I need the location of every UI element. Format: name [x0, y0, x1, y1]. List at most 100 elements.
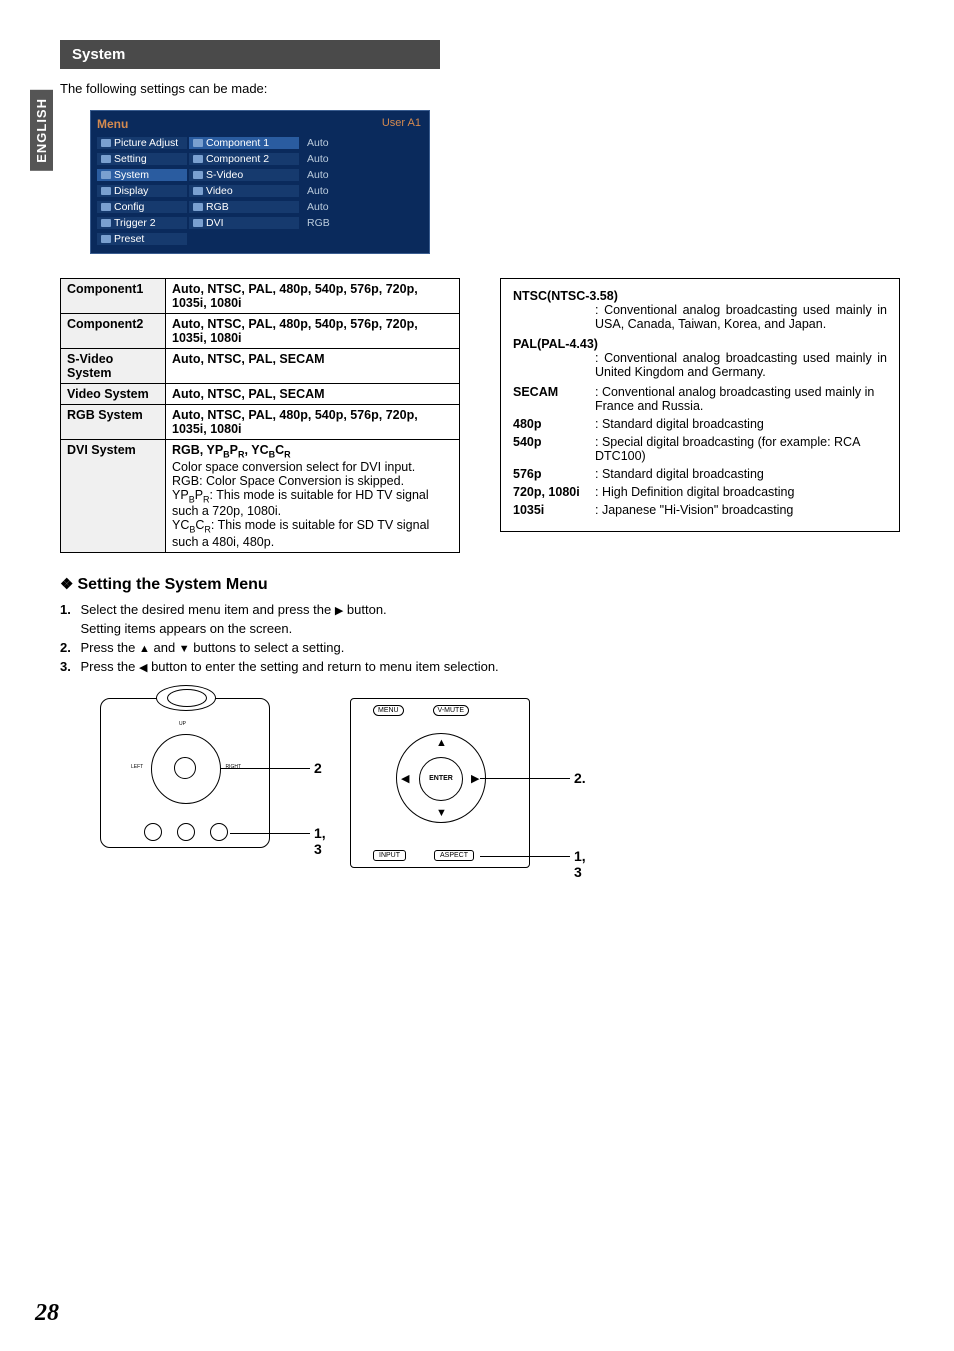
spec-label: RGB System [61, 405, 166, 440]
enter-button: ENTER [419, 757, 463, 801]
callout-1-3b: 1, 3 [574, 848, 586, 880]
glossary-block: PAL(PAL-4.43)Conventional analog broadca… [513, 337, 887, 379]
callout-2b: 2. [574, 770, 586, 786]
spec-label: Component2 [61, 314, 166, 349]
menu-left-item: Config [97, 201, 187, 213]
glossary-box: NTSC(NTSC-3.58)Conventional analog broad… [500, 278, 900, 532]
menu-user-label: User A1 [382, 117, 421, 129]
table-row: S-Video SystemAuto, NTSC, PAL, SECAM [61, 349, 460, 384]
spec-desc-line: YCBCR: This mode is suitable for SD TV s… [172, 518, 453, 549]
glossary-row: SECAMConventional analog broadcasting us… [513, 385, 887, 413]
menu-icon [193, 187, 203, 195]
menu-right-value: Auto [299, 185, 359, 197]
glossary-row: 1035iJapanese "Hi-Vision" broadcasting [513, 503, 887, 517]
step-item: 2. Press the ▲ and ▼ buttons to select a… [60, 640, 904, 655]
menu-mid-label: S-Video [206, 169, 243, 181]
glossary-desc: Special digital broadcasting (for exampl… [595, 435, 887, 463]
menu-mid-item: S-Video [189, 169, 299, 181]
menu-row: System S-Video Auto [97, 167, 423, 183]
menu-icon [193, 155, 203, 163]
left-arrow-icon: ◀ [401, 772, 409, 785]
menu-right-value: Auto [299, 153, 359, 165]
menu-row: Display VideoAuto [97, 183, 423, 199]
language-tab: ENGLISH [30, 90, 53, 171]
down-arrow-icon: ▼ [436, 807, 447, 819]
glossary-label: SECAM [513, 385, 595, 413]
menu-right-value: Auto [299, 201, 359, 213]
glossary-row: 576pStandard digital broadcasting [513, 467, 887, 481]
glossary-label: 480p [513, 417, 595, 431]
spec-value: RGB, YPBPR, YCBCRColor space conversion … [166, 440, 460, 553]
glossary-row: 480pStandard digital broadcasting [513, 417, 887, 431]
menu-left-label: Setting [114, 153, 147, 165]
menu-icon [193, 139, 203, 147]
step-item: 1. Select the desired menu item and pres… [60, 602, 904, 617]
menu-mid-item: Video [189, 185, 299, 197]
steps-list: 1. Select the desired menu item and pres… [60, 602, 904, 674]
menu-row: Preset [97, 231, 423, 247]
menu-row: Setting Component 2 Auto [97, 151, 423, 167]
subheading-text: Setting the System Menu [77, 576, 267, 593]
menu-icon [101, 187, 111, 195]
label-up: UP [179, 721, 186, 727]
menu-icon [101, 139, 111, 147]
remote-diagram: MENU V-MUTE ENTER ▲ ▼ ◀ ▶ INPUT ASPECT 2… [350, 698, 530, 868]
menu-icon [101, 219, 111, 227]
menu-left-label: Picture Adjust [114, 137, 178, 149]
projector-diagram: UP LEFT RIGHT 2 1, 3 [100, 698, 270, 868]
menu-icon [193, 219, 203, 227]
subheading: ❖Setting the System Menu [60, 575, 904, 594]
spec-desc-line: Color space conversion select for DVI in… [172, 460, 453, 474]
spec-label: DVI System [61, 440, 166, 553]
spec-desc-line: RGB: Color Space Conversion is skipped. [172, 474, 453, 488]
menu-row: Trigger 2DVIRGB [97, 215, 423, 231]
page-number: 28 [35, 1300, 59, 1327]
glossary-desc: Conventional analog broadcasting used ma… [595, 385, 887, 413]
menu-mid-label: DVI [206, 217, 224, 229]
table-row: RGB SystemAuto, NTSC, PAL, 480p, 540p, 5… [61, 405, 460, 440]
label-left: LEFT [131, 764, 143, 770]
menu-left-item: Preset [97, 233, 187, 245]
menu-left-label: Trigger 2 [114, 217, 156, 229]
menu-mid-item: Component 1 [189, 137, 299, 149]
glossary-row: 540pSpecial digital broadcasting (for ex… [513, 435, 887, 463]
menu-icon [193, 171, 203, 179]
menu-left-item: Display [97, 185, 187, 197]
spec-value: Auto, NTSC, PAL, SECAM [166, 349, 460, 384]
menu-left-item: Setting [97, 153, 187, 165]
spec-label: S-Video System [61, 349, 166, 384]
spec-value: Auto, NTSC, PAL, 480p, 540p, 576p, 720p,… [166, 405, 460, 440]
step-extra: 1. Setting items appears on the screen. [60, 621, 904, 636]
menu-mid-item: RGB [189, 201, 299, 213]
table-row: DVI SystemRGB, YPBPR, YCBCRColor space c… [61, 440, 460, 553]
menu-mid-label: Component 1 [206, 137, 269, 149]
glossary-label: 576p [513, 467, 595, 481]
menu-left-item: Trigger 2 [97, 217, 187, 229]
menu-left-label: System [114, 169, 149, 181]
menu-mid-label: Component 2 [206, 153, 269, 165]
menu-row: ConfigRGBAuto [97, 199, 423, 215]
menu-left-label: Preset [114, 233, 144, 245]
spec-value: Auto, NTSC, PAL, 480p, 540p, 576p, 720p,… [166, 279, 460, 314]
glossary-label: PAL(PAL-4.43) [513, 337, 887, 351]
menu-icon [101, 171, 111, 179]
right-arrow-icon: ▶ [471, 772, 479, 785]
menu-icon [193, 203, 203, 211]
glossary-label: 720p, 1080i [513, 485, 595, 499]
spec-table: Component1Auto, NTSC, PAL, 480p, 540p, 5… [60, 278, 460, 553]
glossary-row: 720p, 1080iHigh Definition digital broad… [513, 485, 887, 499]
input-button: INPUT [373, 850, 406, 861]
spec-value: Auto, NTSC, PAL, 480p, 540p, 576p, 720p,… [166, 314, 460, 349]
menu-left-label: Display [114, 185, 148, 197]
section-header: System [60, 40, 440, 69]
callout-2: 2 [314, 760, 322, 776]
menu-title: Menu [97, 117, 423, 131]
glossary-desc: Conventional analog broadcasting used ma… [595, 303, 887, 331]
menu-row: Picture AdjustComponent 1Auto [97, 135, 423, 151]
menu-left-item: System [97, 169, 187, 181]
menu-icon [101, 155, 111, 163]
glossary-desc: Standard digital broadcasting [595, 417, 887, 431]
menu-screenshot: Menu User A1 Picture Adjust Component 1 Au… [90, 110, 430, 254]
menu-right-value: Auto [299, 169, 359, 181]
up-arrow-icon: ▲ [436, 737, 447, 749]
